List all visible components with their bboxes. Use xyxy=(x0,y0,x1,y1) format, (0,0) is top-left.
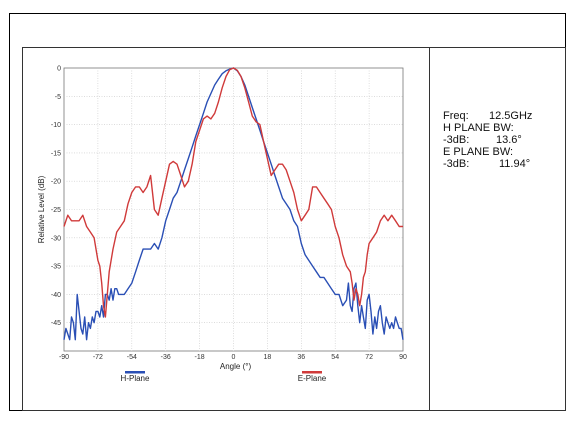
legend-label-e-plane: E-Plane xyxy=(298,374,327,383)
h-db-row: -3dB: 13.6° xyxy=(443,134,563,146)
y-tick-label: -10 xyxy=(51,122,61,129)
x-tick-label: 90 xyxy=(399,354,407,361)
info-panel xyxy=(430,47,566,411)
x-tick-label: 54 xyxy=(331,354,339,361)
y-axis-label: Relative Level (dB) xyxy=(37,175,46,243)
x-tick-label: 72 xyxy=(365,354,373,361)
e-plane-bw-label: E PLANE BW: xyxy=(443,146,514,158)
y-tick-label: -30 xyxy=(51,235,61,242)
x-tick-label: -18 xyxy=(195,354,205,361)
e-plane-bw-row: E PLANE BW: xyxy=(443,146,563,158)
x-tick-label: -54 xyxy=(127,354,137,361)
e-db-row: -3dB: 11.94° xyxy=(443,158,563,170)
legend-swatch-e-plane xyxy=(302,371,322,374)
x-axis-label: Angle (°) xyxy=(220,362,252,371)
y-tick-label: -40 xyxy=(51,292,61,299)
y-tick-label: -45 xyxy=(51,320,61,327)
y-tick-label: -15 xyxy=(51,150,61,157)
e-db-value: 11.94° xyxy=(499,158,531,170)
x-tick-label: -90 xyxy=(59,354,69,361)
y-tick-label: -35 xyxy=(51,264,61,271)
h-plane-bw-row: H PLANE BW: xyxy=(443,122,563,134)
y-tick-label: -20 xyxy=(51,179,61,186)
freq-row: Freq: 12.5GHz xyxy=(443,110,563,122)
info-block: Freq: 12.5GHz H PLANE BW: -3dB: 13.6° E … xyxy=(443,110,563,170)
h-db-value: 13.6° xyxy=(496,134,522,146)
h-db-label: -3dB: xyxy=(443,134,470,146)
x-tick-label: -72 xyxy=(93,354,103,361)
x-tick-label: 36 xyxy=(297,354,305,361)
legend-label-h-plane: H-Plane xyxy=(121,374,150,383)
x-tick-label: 18 xyxy=(264,354,272,361)
h-plane-bw-label: H PLANE BW: xyxy=(443,122,514,134)
e-db-label: -3dB: xyxy=(443,158,470,170)
freq-label: Freq: xyxy=(443,110,469,122)
x-tick-label: -36 xyxy=(161,354,171,361)
series-line-e-plane xyxy=(63,67,403,318)
freq-value: 12.5GHz xyxy=(489,110,533,122)
y-tick-label: -5 xyxy=(55,94,61,101)
y-tick-label: -25 xyxy=(51,207,61,214)
x-tick-label: 0 xyxy=(232,354,236,361)
legend-swatch-h-plane xyxy=(125,371,145,374)
y-tick-label: 0 xyxy=(57,66,61,73)
